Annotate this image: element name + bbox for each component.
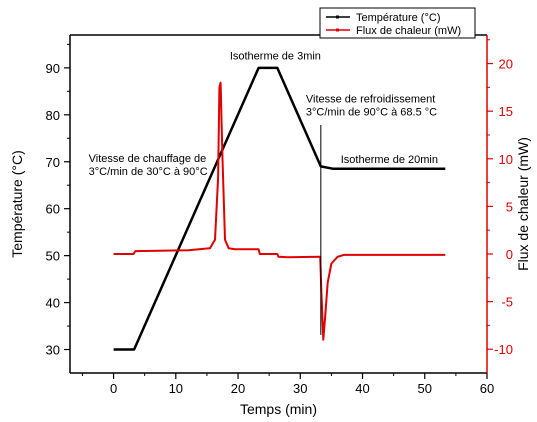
- annotation-line: 3°C/min de 30°C à 90°C: [89, 166, 208, 178]
- axes: 0 10 20 30 40 50 60 30 40 50 60 70 80 90 -10 -5 0 5 10 15 20…: [9, 34, 531, 417]
- x-tick-label: 60: [480, 381, 494, 396]
- y-left-tick-label: 60: [46, 202, 60, 217]
- legend-swatch-marker: [336, 15, 339, 19]
- annotation-line: Vitesse de refroidissement: [306, 94, 435, 106]
- y-right-tick-label: 10: [499, 152, 513, 167]
- annotation-line: Isotherme de 3min: [230, 50, 321, 62]
- y-left-tick-label: 80: [46, 108, 60, 123]
- x-tick-label: 50: [418, 381, 432, 396]
- annotations: Isotherme de 3min Vitesse de refroidissem…: [89, 50, 438, 177]
- y-right-tick-label: -5: [501, 295, 513, 310]
- y-left-axis-title: Température (°C): [9, 150, 25, 258]
- annotation-line: 3°C/min de 90°C à 68.5 °C: [306, 107, 437, 119]
- annotation-1: Isotherme de 3min: [230, 50, 321, 62]
- y-right-tick-label: 0: [506, 247, 513, 262]
- x-axis-title: Temps (min): [240, 401, 317, 417]
- x-tick-label: 40: [355, 381, 369, 396]
- x-tick-label: 30: [293, 381, 307, 396]
- annotation-line: Vitesse de chauffage de: [89, 153, 207, 165]
- plot-area: [113, 66, 446, 351]
- y-right-tick-label: -10: [494, 342, 513, 357]
- temperature-line: [113, 66, 446, 351]
- legend-label: Température (°C): [356, 12, 440, 24]
- legend-label: Flux de chaleur (mW): [356, 25, 461, 37]
- annotation-2: Vitesse de refroidissement 3°C/min de 90°…: [306, 94, 437, 119]
- y-right-tick-label: 5: [506, 199, 513, 214]
- y-right-axis-title: Flux de chaleur (mW): [515, 137, 531, 271]
- y-right-tick-label: 20: [499, 57, 513, 72]
- x-tick-label: 10: [169, 381, 183, 396]
- y-left-tick-label: 50: [46, 249, 60, 264]
- y-left-tick-label: 40: [46, 296, 60, 311]
- heat-flow-line: [113, 81, 446, 341]
- annotation-4: Vitesse de chauffage de 3°C/min de 30°C à…: [89, 153, 208, 178]
- legend-box: [319, 7, 476, 39]
- x-tick-label: 0: [110, 381, 117, 396]
- legend-swatch-marker: [336, 28, 339, 32]
- annotation-3: Isotherme de 20min: [341, 154, 438, 166]
- x-tick-label: 20: [231, 381, 245, 396]
- y-left-tick-label: 70: [46, 155, 60, 170]
- y-right-tick-label: 15: [499, 104, 513, 119]
- legend: Température (°C)Flux de chaleur (mW): [319, 7, 476, 39]
- y-left-tick-label: 90: [46, 61, 60, 76]
- annotation-line: Isotherme de 20min: [341, 154, 438, 166]
- y-left-tick-label: 30: [46, 343, 60, 358]
